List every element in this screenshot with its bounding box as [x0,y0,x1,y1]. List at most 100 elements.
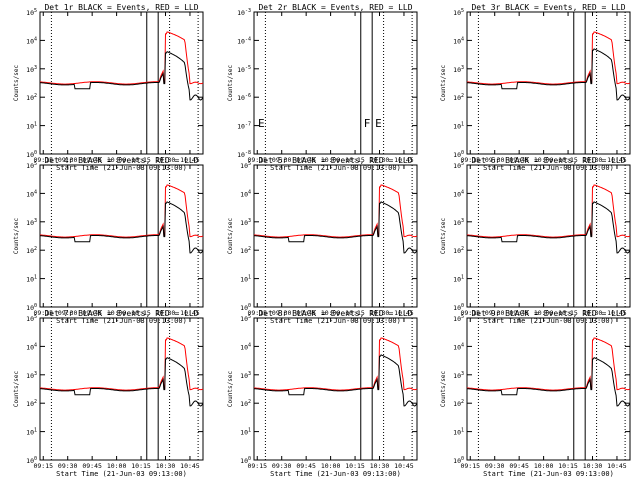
lld-series-line [466,184,631,238]
x-tick-label: 09:15 [33,309,53,317]
x-tick-label: 09:30 [272,309,292,317]
x-tick-label: 10:15 [558,309,578,317]
x-tick-label: 09:45 [82,156,102,164]
x-tick-label: 09:45 [509,462,529,470]
x-tick-label: 10:00 [534,156,554,164]
lld-series-line [466,337,631,391]
y-tick-label: 100 [26,456,37,465]
panel-title: Det 7r BLACK = Events, RED = LLD [44,309,198,318]
y-tick-label: 10-8 [237,150,251,159]
segment-mark: E [375,117,382,130]
events-series-line [40,51,204,101]
plot-frame [253,317,418,461]
x-tick-label: 09:15 [33,156,53,164]
panel-det-1: Det 1r BLACK = Events, RED = LLD 100 101 10… [13,3,204,172]
events-series-line [254,354,418,407]
plot-frame [39,317,204,461]
events-series-line [40,201,204,254]
x-tick-label: 10:45 [607,156,627,164]
y-tick-label: 100 [240,456,251,465]
panel-det-6: Det 6r BLACK = Events, RED = LLD 100 101 10… [440,156,631,325]
x-tick-label: 09:30 [58,309,78,317]
x-tick-label: 10:00 [534,309,554,317]
x-tick-label: 10:15 [558,462,578,470]
x-tick-label: 09:15 [460,309,480,317]
x-tick-label: 10:15 [131,462,151,470]
x-tick-label: 09:45 [296,309,316,317]
y-tick-label: 10-6 [237,93,251,102]
panel-det-7: Det 7r BLACK = Events, RED = LLD 100 101 10… [13,309,204,478]
lld-series-line [39,31,204,85]
y-tick-label: 102 [453,399,464,408]
y-tick-label: 104 [26,189,37,198]
x-tick-label: 10:00 [321,156,341,164]
x-tick-label: 09:15 [33,462,53,470]
x-tick-label: 09:30 [58,156,78,164]
x-tick-label: 10:30 [370,309,390,317]
x-axis-label: Start Time (21-Jun-03 09:13:00) [483,470,614,478]
x-tick-label: 10:45 [180,309,200,317]
y-tick-label: 105 [453,314,464,323]
panel-title: Det 9r BLACK = Events, RED = LLD [471,309,625,318]
events-series-line [40,357,204,407]
x-tick-label: 10:00 [107,462,127,470]
y-axis-label: Counts/sec [440,65,447,102]
x-tick-label: 09:30 [485,462,505,470]
x-tick-label: 09:30 [58,462,78,470]
lld-series-line [253,184,418,238]
x-tick-label: 10:30 [370,462,390,470]
x-axis-label: Start Time (21-Jun-03 09:13:00) [56,317,187,325]
y-axis-label: Counts/sec [13,218,20,255]
x-tick-label: 10:30 [583,462,603,470]
x-tick-label: 09:15 [460,462,480,470]
x-tick-label: 10:45 [180,462,200,470]
y-tick-label: 101 [240,428,251,437]
x-tick-label: 09:30 [485,309,505,317]
x-tick-label: 10:15 [345,309,365,317]
y-tick-label: 10-4 [237,36,251,45]
x-tick-label: 09:45 [509,309,529,317]
x-tick-label: 09:15 [247,309,267,317]
y-tick-label: 104 [453,342,464,351]
lld-series-line [39,184,204,238]
x-tick-label: 10:45 [607,309,627,317]
y-tick-label: 103 [453,371,464,380]
x-tick-label: 10:45 [394,156,414,164]
x-tick-label: 10:15 [345,156,365,164]
y-axis-label: Counts/sec [227,65,234,102]
y-tick-label: 100 [453,456,464,465]
y-tick-label: 101 [453,275,464,284]
y-axis-label: Counts/sec [440,371,447,408]
y-tick-label: 101 [453,122,464,131]
plot-frame [253,11,418,155]
x-tick-label: 09:30 [485,156,505,164]
segment-mark: E [258,117,265,130]
x-tick-label: 10:15 [131,156,151,164]
panel-title: Det 4r BLACK = Events, RED = LLD [44,156,198,165]
panel-title: Det 1r BLACK = Events, RED = LLD [44,3,198,12]
events-series-line [467,48,631,101]
y-tick-label: 105 [240,161,251,170]
y-tick-label: 100 [240,303,251,312]
panel-title: Det 5r BLACK = Events, RED = LLD [258,156,412,165]
x-tick-label: 09:45 [296,462,316,470]
panel-title: Det 6r BLACK = Events, RED = LLD [471,156,625,165]
y-tick-label: 105 [26,8,37,17]
x-tick-label: 10:45 [394,462,414,470]
y-tick-label: 105 [240,314,251,323]
x-axis-label: Start Time (21-Jun-03 09:13:00) [483,317,614,325]
panel-title: Det 8r BLACK = Events, RED = LLD [258,309,412,318]
plot-frame [39,11,204,155]
panel-det-3: Det 3r BLACK = Events, RED = LLD 100 101 10… [440,3,631,172]
plot-frame [466,11,631,155]
y-tick-label: 101 [26,428,37,437]
events-series-line [254,201,418,254]
x-tick-label: 09:15 [247,156,267,164]
y-axis-label: Counts/sec [440,218,447,255]
x-tick-label: 10:15 [558,156,578,164]
x-tick-label: 09:45 [296,156,316,164]
x-tick-label: 10:15 [131,309,151,317]
y-tick-label: 104 [240,189,251,198]
x-tick-label: 10:30 [156,462,176,470]
